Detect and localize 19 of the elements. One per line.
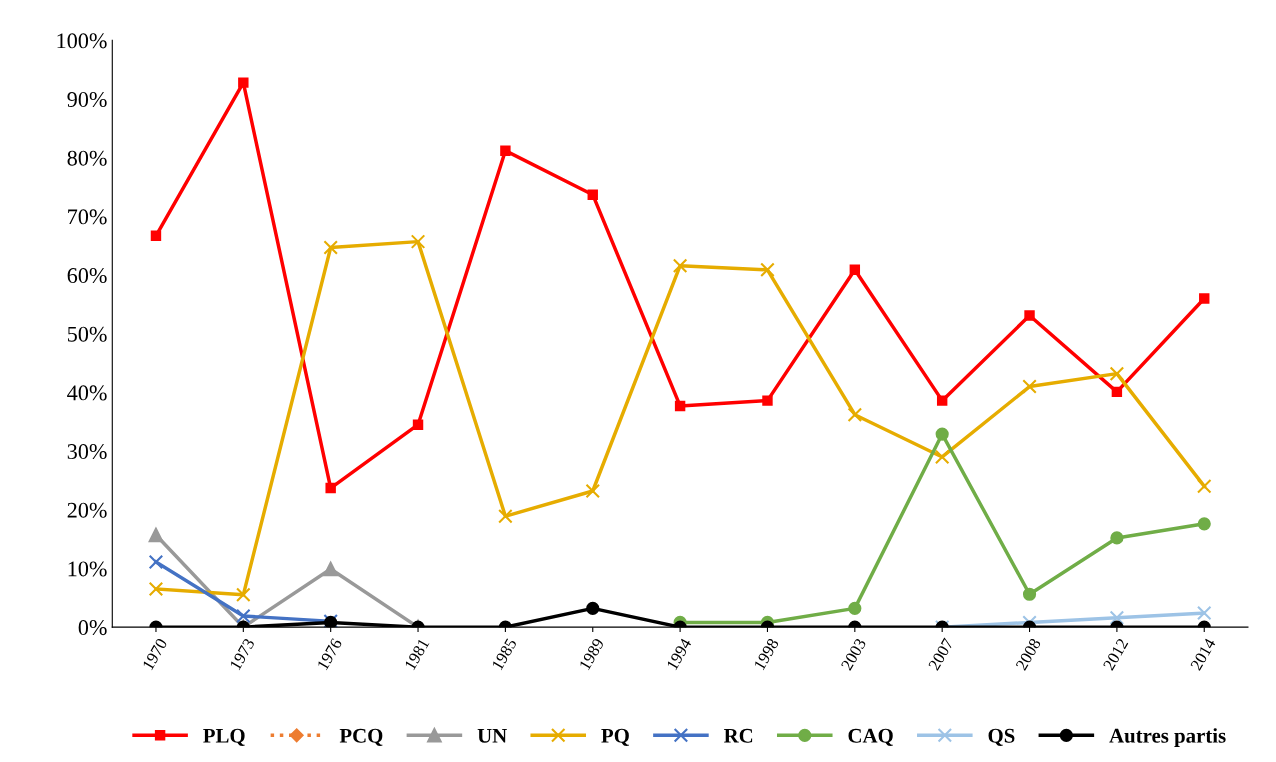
y-tick-label: 70% xyxy=(68,209,107,225)
y-tick-label: 40% xyxy=(67,385,107,401)
legend-label: QS xyxy=(988,728,1015,746)
legend-label: Autres partis xyxy=(1109,728,1226,748)
y-tick-label: 10% xyxy=(68,561,107,577)
legend-label: RC xyxy=(723,728,753,743)
y-tick-label: 100% xyxy=(57,33,107,49)
y-tick-label: 0% xyxy=(78,620,107,636)
legend-label: PLQ xyxy=(203,728,245,746)
y-tick-label: 80% xyxy=(67,150,107,166)
y-tick-label: 20% xyxy=(67,502,107,518)
legend-label: UN xyxy=(477,728,507,743)
legend-label: CAQ xyxy=(848,728,893,746)
y-tick-label: 50% xyxy=(67,326,107,342)
legend-label: PCQ xyxy=(339,728,383,746)
y-tick-label: 30% xyxy=(67,444,107,460)
y-tick-label: 90% xyxy=(67,91,107,108)
legend-label: PQ xyxy=(601,728,629,746)
y-tick-label: 60% xyxy=(67,268,107,284)
